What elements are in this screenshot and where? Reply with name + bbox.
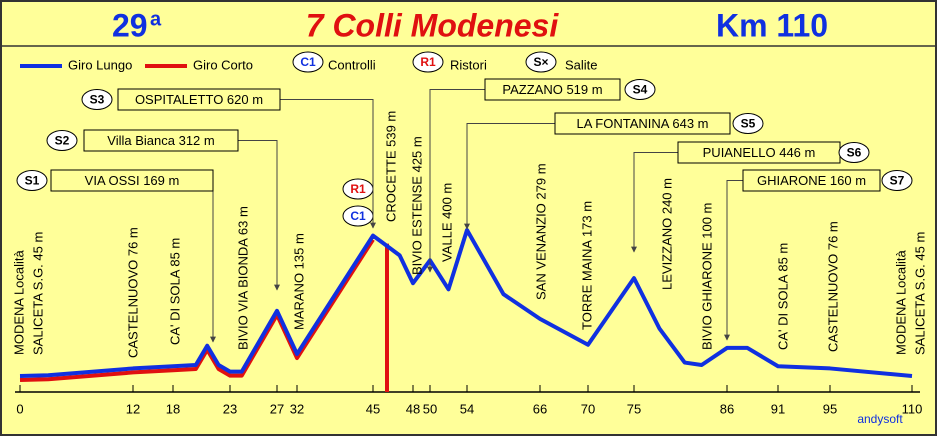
x-tick-label: 75 (627, 401, 641, 416)
refresh-badge-text: R1 (350, 182, 366, 196)
climb-badge-text: S6 (847, 146, 862, 160)
legend-controls-badge (292, 51, 324, 73)
x-tick-label: 95 (823, 401, 837, 416)
climb-box (554, 112, 731, 135)
credit: andysoft (857, 412, 903, 426)
climb-pointer (280, 99, 376, 229)
place-label: MARANO 135 m (291, 233, 306, 330)
climb-box (117, 88, 281, 111)
place-label: VALLE 400 m (439, 183, 454, 262)
climb-badge-text: S2 (55, 134, 70, 148)
x-tick-label: 27 (270, 401, 284, 416)
x-tick-label: 0 (16, 401, 23, 416)
climb-badge-text: S3 (90, 93, 105, 107)
legend-refresh-badge (412, 51, 444, 73)
x-tick-label: 50 (423, 401, 437, 416)
x-tick-label: 45 (366, 401, 380, 416)
climb-badge-text: S1 (25, 174, 40, 188)
x-tick-label: 23 (223, 401, 237, 416)
place-label: BIVIO VIA BIONDA 63 m (235, 206, 250, 350)
climb-label: PAZZANO 519 m (502, 82, 602, 97)
climb-badge-text: S7 (890, 174, 905, 188)
climb-label: OSPITALETTO 620 m (135, 92, 263, 107)
climb-label: LA FONTANINA 643 m (577, 116, 709, 131)
edition-suffix: a (150, 8, 162, 30)
climb-badge (881, 170, 913, 191)
climb-label: VIA OSSI 169 m (85, 173, 180, 188)
x-tick-label: 70 (581, 401, 595, 416)
edition: 29 (112, 7, 148, 43)
x-tick-label: 54 (460, 401, 474, 416)
climb-box (50, 169, 214, 192)
climb-pointer (724, 180, 743, 341)
place-label: CA' DI SOLA 85 m (775, 243, 790, 350)
climb-label: Villa Bianca 312 m (107, 133, 214, 148)
legend-refresh-badge-text: R1 (420, 55, 436, 69)
legend-label: Giro Corto (193, 57, 253, 72)
climb-pointer (238, 140, 280, 291)
climb-badge-text: S5 (741, 117, 756, 131)
place-label: CASTELNUOVO 76 m (125, 227, 140, 358)
climb-label: GHIARONE 160 m (757, 173, 866, 188)
climb-badge (81, 89, 113, 110)
legend-label: Controlli (328, 57, 376, 72)
x-tick-label: 91 (771, 401, 785, 416)
legend-label: Giro Lungo (68, 57, 132, 72)
climb-badge (16, 170, 48, 191)
legend-label: Ristori (450, 57, 487, 72)
climb-box (484, 78, 621, 101)
climb-box (83, 129, 239, 152)
chart-title: 7 Colli Modenesi (306, 7, 560, 43)
climb-pointer (464, 123, 555, 230)
climb-box (742, 169, 881, 192)
place-label: CROCETTE 539 m (383, 111, 398, 222)
x-tick-label: 32 (290, 401, 304, 416)
legend-label: Salite (565, 57, 598, 72)
legend-controls-badge-text: C1 (300, 55, 316, 69)
x-tick-label: 48 (406, 401, 420, 416)
x-tick-label: 110 (902, 401, 923, 416)
place-label: BIVIO ESTENSE 425 m (409, 136, 424, 275)
x-tick-label: 12 (126, 401, 140, 416)
x-tick-label: 18 (166, 401, 180, 416)
place-label: CA' DI SOLA 85 m (167, 238, 182, 345)
place-label: SAN VENANZIO 279 m (533, 163, 548, 300)
place-label: TORRE MAINA 173 m (579, 201, 594, 330)
place-label: CASTELNUOVO 76 m (825, 221, 840, 352)
place-label: LEVIZZANO 240 m (659, 178, 674, 290)
climb-badge (46, 130, 78, 151)
climb-pointer (427, 89, 485, 273)
distance: Km 110 (716, 7, 828, 43)
place-label: SALICETA S.G. 45 m (30, 232, 45, 355)
place-label: BIVIO GHIARONE 100 m (699, 203, 714, 350)
control-badge-text: C1 (350, 209, 366, 223)
climb-label: PUIANELLO 446 m (703, 145, 816, 160)
place-label: SALICETA S.G. 45 m (912, 232, 927, 355)
climb-badge-text: S4 (633, 83, 648, 97)
x-tick-label: 66 (533, 401, 547, 416)
climb-badge (732, 113, 764, 134)
climb-pointer (631, 152, 678, 253)
x-tick-label: 86 (720, 401, 734, 416)
climb-badge (624, 79, 656, 100)
place-label: MODENA Località (11, 249, 26, 355)
place-label: MODENA Località (893, 249, 908, 355)
legend-climbs-badge (525, 51, 557, 73)
legend-climbs-badge-text: S× (533, 55, 548, 69)
climb-badge (838, 142, 870, 163)
